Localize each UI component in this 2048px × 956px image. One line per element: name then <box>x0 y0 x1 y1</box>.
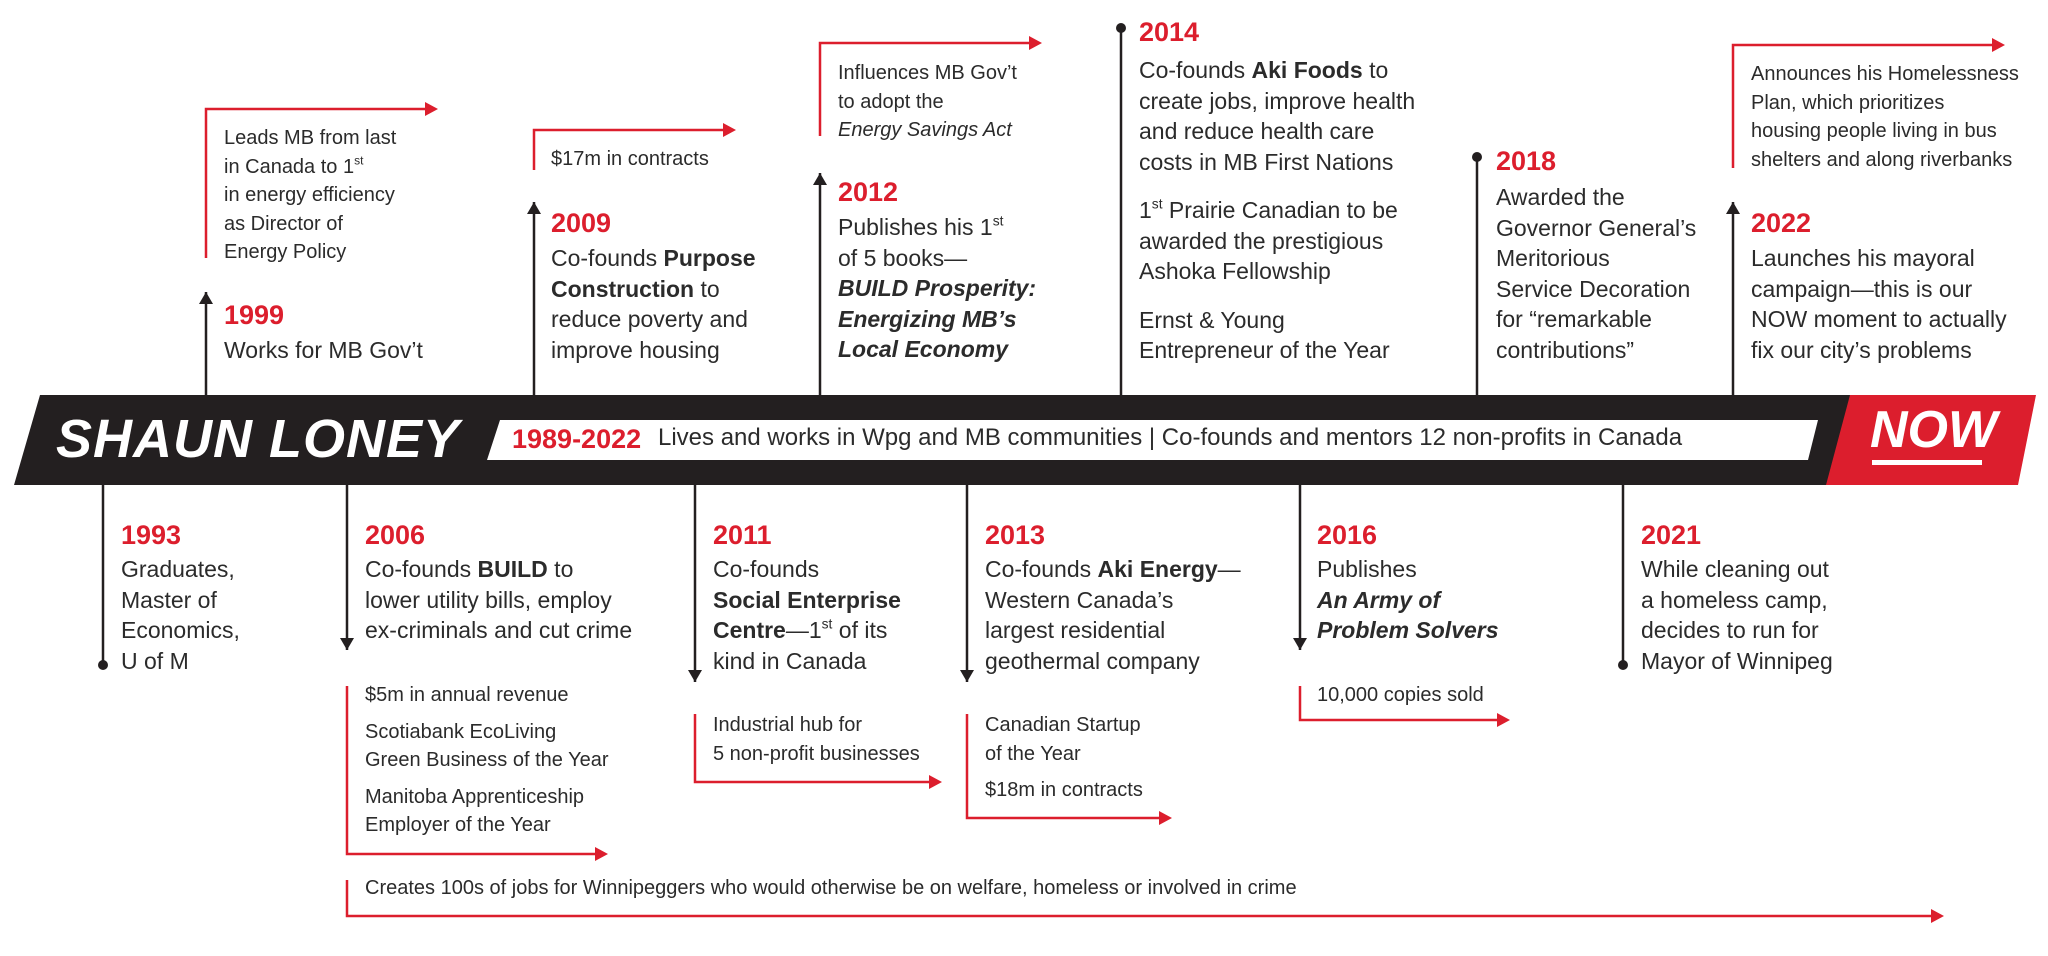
year-2021: 2021 <box>1641 520 1702 550</box>
year-2009: 2009 <box>551 208 612 238</box>
notes-2011-bracket <box>693 714 930 784</box>
year-2018: 2018 <box>1496 146 1557 176</box>
year-2016: 2016 <box>1317 520 1378 550</box>
notes-2006: $5m in annual revenue Scotiabank EcoLivi… <box>365 684 609 836</box>
year-2012: 2012 <box>838 177 899 207</box>
note-2016: 10,000 copies sold <box>1317 684 1484 706</box>
note-2016-bracket <box>1298 686 1498 722</box>
name-logo: SHAUN LONEY <box>56 409 461 469</box>
jobs-bracket <box>345 880 1932 918</box>
note-2022-bracket <box>1731 43 1993 168</box>
year-1993: 1993 <box>121 520 182 550</box>
desc-2014: Co-founds Aki Foods to create jobs, impr… <box>1139 57 1416 363</box>
now-label: NOW <box>1870 401 1998 459</box>
notes-2006-arrowhead <box>595 847 608 861</box>
note-2016-arrowhead <box>1497 713 1510 727</box>
note-2012-bracket <box>818 41 1030 136</box>
desc-1993: Graduates, Master of Economics, U of M <box>121 556 240 674</box>
note-2012-arrowhead <box>1029 36 1042 50</box>
span-years: 1989-2022 <box>512 424 642 454</box>
band-white-panel <box>487 420 1818 460</box>
jobs-note: Creates 100s of jobs for Winnipeggers wh… <box>365 877 1297 899</box>
desc-2011: Co-founds Social Enterprise Centre—1st o… <box>713 556 901 674</box>
notes-2013: Canadian Startup of the Year $18m in cont… <box>985 714 1143 801</box>
desc-2021: While cleaning out a homeless camp, decide… <box>1641 556 1833 674</box>
year-2013: 2013 <box>985 520 1046 550</box>
jobs-arrowhead <box>1931 909 1944 923</box>
note-2022-arrowhead <box>1992 38 2005 52</box>
note-2009-bracket <box>532 128 724 170</box>
desc-2012: Publishes his 1st of 5 books— BUILD Pros… <box>838 213 1037 362</box>
conn-2006-arrowhead <box>340 638 354 650</box>
notes-2022: Announces his Homelessness Plan, which pr… <box>1751 63 2019 171</box>
notes-2011-arrowhead <box>929 775 942 789</box>
conn-2016-arrowhead <box>1293 638 1307 650</box>
conn-2013-arrowhead <box>960 670 974 682</box>
conn-2021-dot <box>1618 660 1628 670</box>
year-2011: 2011 <box>713 520 772 550</box>
conn-1993-dot <box>98 660 108 670</box>
desc-2022: Launches his mayoral campaign—this is our… <box>1751 245 2007 363</box>
notes-2013-bracket <box>965 714 1160 820</box>
desc-2006: Co-founds BUILD to lower utility bills, … <box>365 556 633 643</box>
year-2006: 2006 <box>365 520 426 550</box>
year-2022: 2022 <box>1751 208 1812 238</box>
year-1999: 1999 <box>224 300 285 330</box>
note-1999-arrowhead <box>425 102 438 116</box>
desc-2016: Publishes An Army of Problem Solvers <box>1317 556 1499 643</box>
conn-2022-arrowhead <box>1726 202 1740 214</box>
notes-2011: Industrial hub for 5 non-profit businesse… <box>713 714 920 765</box>
note-2009: $17m in contracts <box>551 148 709 170</box>
now-underline <box>1872 460 1982 465</box>
notes-2006-bracket <box>345 686 596 856</box>
year-2014: 2014 <box>1139 17 1200 47</box>
desc-1999: Works for MB Gov’t <box>224 337 423 363</box>
notes-2013-arrowhead <box>1159 811 1172 825</box>
note-1999-bracket <box>204 107 426 258</box>
conn-2009-arrowhead <box>527 202 541 214</box>
span-text: Lives and works in Wpg and MB communitie… <box>658 424 1683 451</box>
note-1999: Leads MB from last in Canada to 1st in e… <box>224 127 397 263</box>
conn-2018-dot <box>1472 152 1482 162</box>
conn-1999-arrowhead <box>199 292 213 304</box>
note-2009-arrowhead <box>723 123 736 137</box>
notes-2012: Influences MB Gov’t to adopt the Energy Sa… <box>838 62 1017 141</box>
conn-2011-arrowhead <box>688 670 702 682</box>
conn-2014-dot <box>1116 23 1126 33</box>
desc-2018: Awarded the Governor General’s Meritorious… <box>1496 184 1697 363</box>
conn-2012-arrowhead <box>813 173 827 185</box>
desc-2013: Co-founds Aki Energy— Western Canada’s la… <box>985 556 1241 674</box>
desc-2009: Co-founds Purpose Construction to reduce… <box>551 245 756 363</box>
